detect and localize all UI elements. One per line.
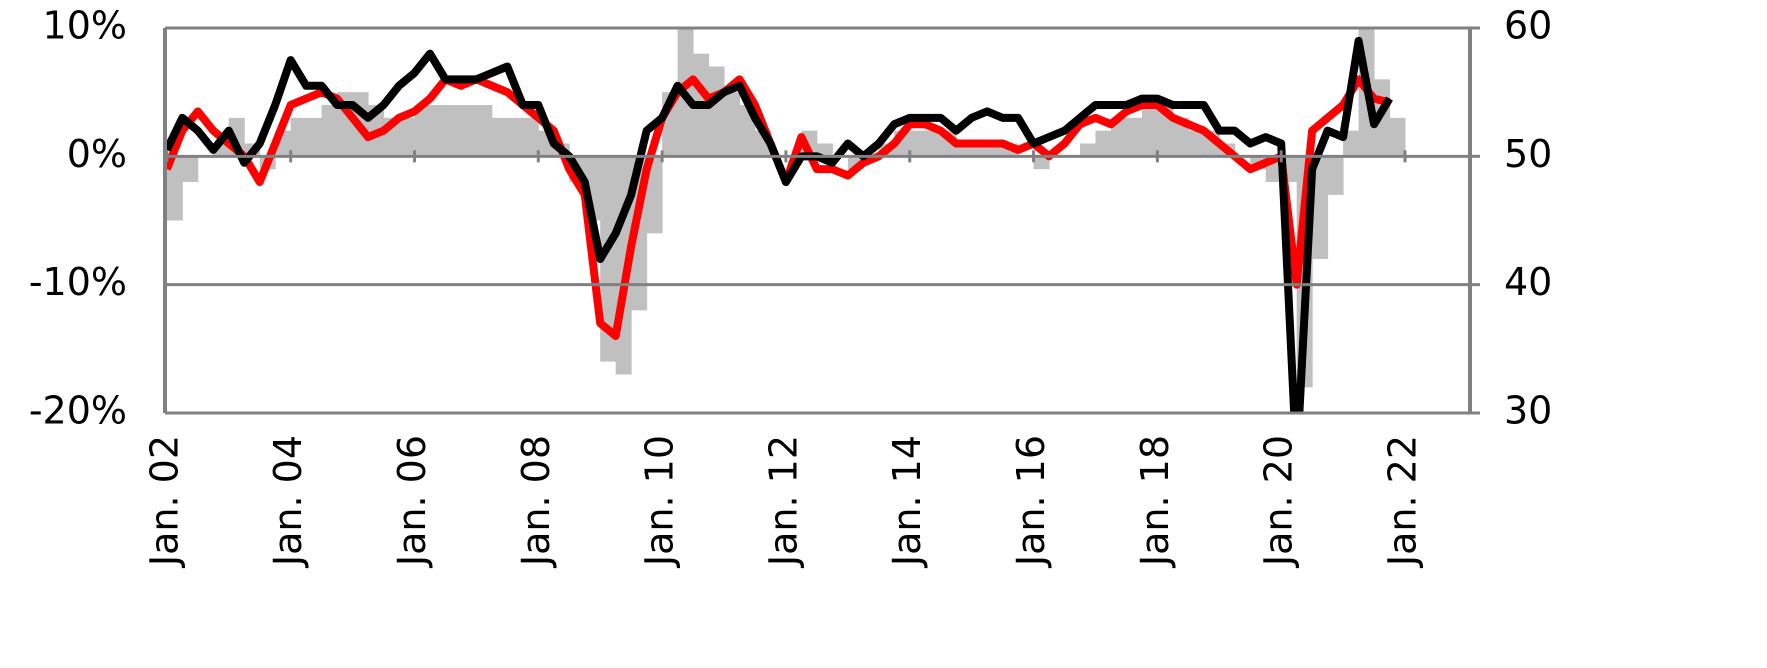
bar <box>321 105 338 157</box>
y2-tick-label: 40 <box>1504 260 1552 304</box>
bar <box>1327 156 1344 195</box>
line-series <box>165 36 1393 413</box>
grid <box>165 26 1470 415</box>
bar <box>290 117 307 157</box>
x-tick-label: Jan. 22 <box>1380 435 1424 568</box>
bar <box>816 143 833 157</box>
bar <box>1110 117 1127 157</box>
bar <box>1172 117 1189 157</box>
bar <box>724 92 740 157</box>
bar <box>1079 143 1096 157</box>
bar <box>399 117 415 157</box>
x-tick-label: Jan. 16 <box>1009 435 1053 568</box>
x-tick-label: Jan. 20 <box>1257 435 1301 568</box>
bar <box>708 66 725 157</box>
x-tick-label: Jan. 18 <box>1133 435 1177 568</box>
bar <box>1126 117 1143 157</box>
x-tick-label: Jan. 06 <box>390 435 434 568</box>
plot-area <box>165 28 1406 413</box>
bar <box>1095 130 1112 157</box>
bar <box>445 105 462 157</box>
bar <box>507 117 524 157</box>
x-tick-label: Jan. 10 <box>638 435 682 568</box>
bar <box>460 105 477 157</box>
y2-tick-label: 30 <box>1504 389 1552 433</box>
x-tick-label: Jan. 14 <box>885 435 929 568</box>
line-series <box>165 75 1391 340</box>
bar <box>1188 130 1205 157</box>
bar <box>491 117 508 157</box>
y2-tick-label: 50 <box>1504 132 1552 176</box>
x-tick-label: Jan. 12 <box>761 435 805 568</box>
bar <box>429 105 446 157</box>
y-tick-label: -10% <box>29 260 127 304</box>
bar <box>182 156 199 182</box>
bar <box>306 117 323 157</box>
bar <box>1033 156 1050 170</box>
bar <box>1389 117 1406 157</box>
y2-tick-label: 60 <box>1504 4 1552 48</box>
x-tick-label: Jan. 04 <box>266 435 310 568</box>
y-tick-label: -20% <box>29 389 127 433</box>
x-tick-label: Jan. 02 <box>142 435 186 568</box>
bar <box>414 105 431 157</box>
bar <box>476 105 493 157</box>
bar <box>600 156 617 362</box>
bar <box>1312 156 1329 259</box>
bar <box>1141 105 1158 157</box>
bar <box>925 130 942 157</box>
bar <box>522 117 539 157</box>
y-tick-label: 0% <box>67 132 127 176</box>
x-tick-label: Jan. 08 <box>514 435 558 568</box>
bar <box>646 156 663 234</box>
bar <box>909 130 926 157</box>
y-tick-label: 10% <box>43 4 127 48</box>
bar <box>166 156 183 221</box>
